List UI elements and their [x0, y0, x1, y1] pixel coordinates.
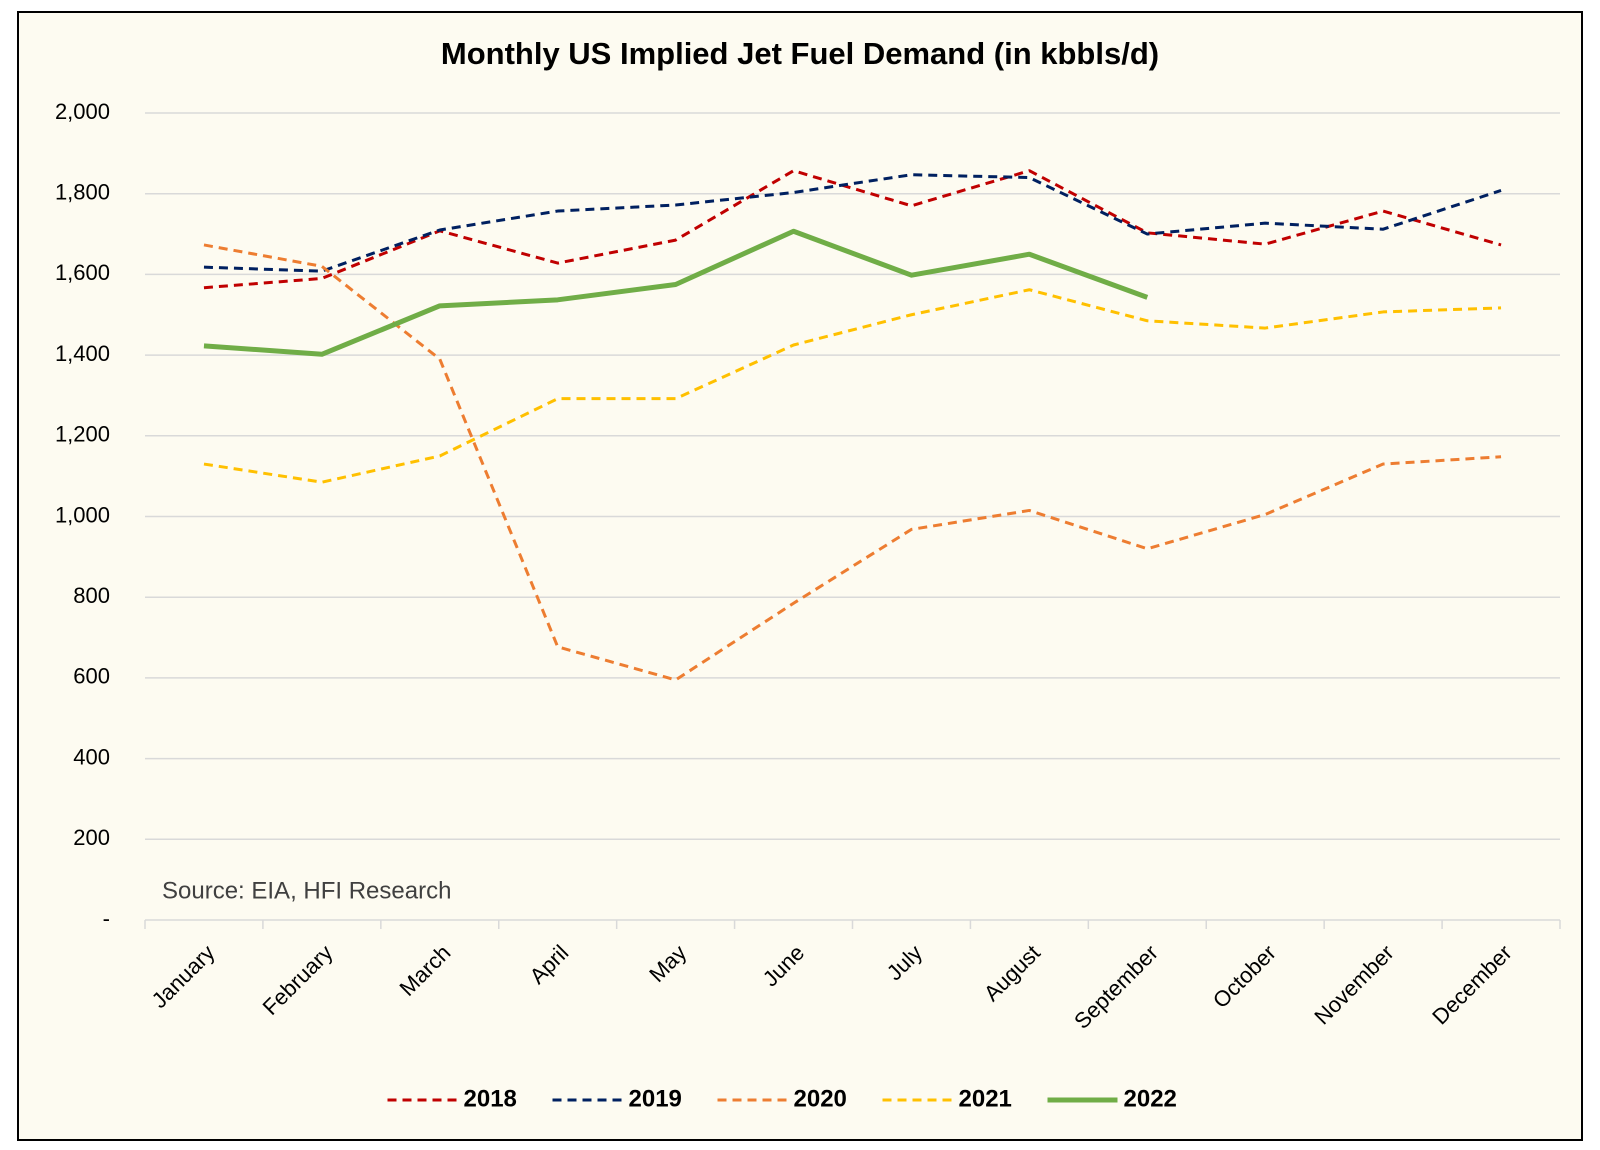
legend-label: 2019 — [629, 1085, 682, 1112]
chart-title: Monthly US Implied Jet Fuel Demand (in k… — [441, 36, 1159, 71]
legend-label: 2020 — [794, 1085, 847, 1112]
y-tick-label: 200 — [73, 825, 110, 850]
y-tick-label: 1,600 — [55, 260, 110, 285]
y-tick-label: 600 — [73, 664, 110, 689]
series-line — [203, 169, 1502, 290]
legend-label: 2022 — [1124, 1085, 1177, 1112]
legend-label: 2018 — [464, 1085, 517, 1112]
legend-item: 2020 — [717, 1085, 847, 1112]
y-tick-label: 400 — [73, 744, 110, 769]
series-line — [203, 228, 1149, 357]
y-tick-label: 2,000 — [55, 99, 110, 124]
legend-item: 2018 — [387, 1085, 517, 1112]
series-line — [203, 243, 1502, 682]
y-tick-label: 1,000 — [55, 502, 110, 527]
chart-frame — [17, 11, 1583, 1141]
y-tick-label: - — [103, 906, 110, 931]
series-line — [203, 288, 1502, 484]
legend-item: 2021 — [882, 1085, 1012, 1112]
y-tick-label: 1,800 — [55, 180, 110, 205]
y-tick-label: 800 — [73, 583, 110, 608]
y-tick-label: 1,200 — [55, 422, 110, 447]
y-tick-label: 1,400 — [55, 341, 110, 366]
legend-label: 2021 — [959, 1085, 1012, 1112]
source-note: Source: EIA, HFI Research — [162, 877, 451, 904]
legend-item: 2022 — [1047, 1085, 1177, 1112]
legend-item: 2019 — [552, 1085, 682, 1112]
